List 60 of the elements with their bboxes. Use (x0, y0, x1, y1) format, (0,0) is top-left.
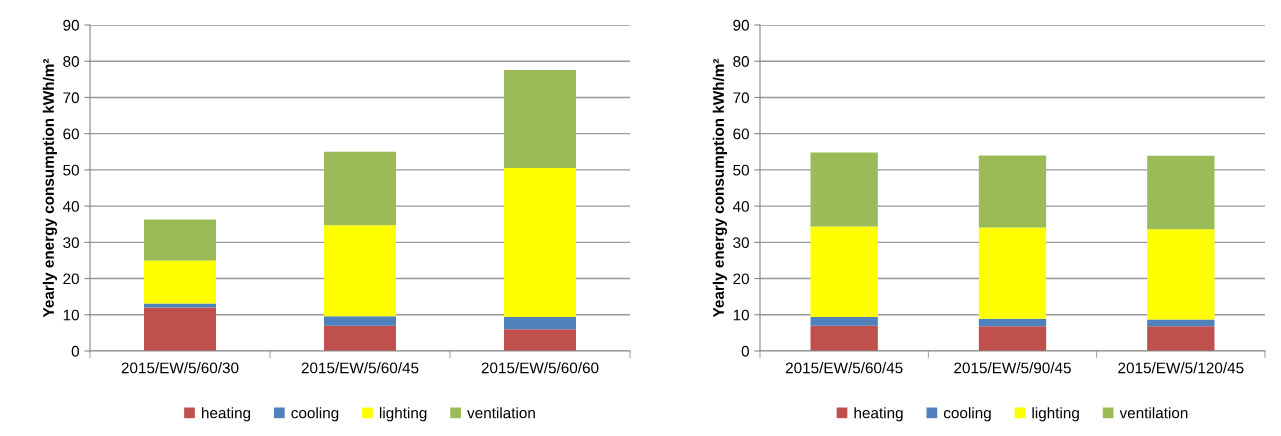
bar (504, 329, 576, 351)
legend-label: lighting (1032, 407, 1079, 422)
bar (810, 226, 878, 317)
bar (978, 318, 1047, 327)
y-tick-label: 10 (63, 309, 79, 321)
y-tick-label: 40 (62, 200, 79, 212)
bar (1147, 319, 1215, 327)
legend-label: ventilation (1119, 407, 1188, 419)
bar (504, 168, 576, 317)
legend-label: heating (202, 407, 251, 422)
bar (324, 225, 396, 317)
bar (324, 316, 396, 326)
y-tick-label: 50 (733, 164, 749, 176)
bar (1147, 155, 1215, 230)
bar (324, 325, 396, 351)
y-tick-label: 20 (63, 273, 79, 285)
legend-label: ventilation (467, 407, 535, 419)
x-tick-label: 2015/EW/5/60/45 (785, 362, 903, 374)
bar (144, 307, 216, 351)
bar (810, 316, 878, 326)
y-tick-label: 60 (733, 128, 749, 140)
bar (810, 152, 878, 227)
bar (144, 303, 216, 308)
y-tick-label: 90 (63, 19, 79, 31)
legend-label: cooling (943, 407, 991, 422)
y-tick-label: 40 (732, 200, 749, 212)
bar (810, 325, 878, 351)
bar (504, 69, 576, 169)
y-tick-label: 70 (733, 92, 749, 104)
bar (144, 260, 216, 304)
bar (504, 316, 576, 330)
bar (1147, 326, 1215, 351)
bar (978, 326, 1047, 351)
y-tick-label: 60 (63, 128, 79, 140)
bar (144, 219, 216, 261)
y-tick-label: 0 (741, 345, 749, 357)
x-tick-label: 2015/EW/5/60/45 (301, 362, 419, 374)
bar (978, 227, 1047, 319)
y-tick-label: 10 (733, 309, 749, 321)
y-tick-label: 80 (63, 56, 79, 67)
bar (1147, 229, 1215, 320)
legend-label: heating (854, 407, 903, 422)
y-tick-label: 20 (733, 273, 749, 285)
y-tick-label: 30 (63, 237, 79, 249)
y-tick-label: 80 (733, 56, 749, 67)
y-axis-title: Yearly energy consumption kWh/m² (42, 58, 58, 318)
bar (324, 151, 396, 226)
y-axis-title: Yearly energy consumption kWh/m² (712, 58, 728, 318)
x-tick-label: 2015/EW/5/60/60 (481, 362, 599, 374)
legend-label: lighting (379, 407, 427, 422)
x-tick-label: 2015/EW/5/120/45 (1118, 362, 1244, 374)
y-tick-label: 50 (63, 164, 79, 176)
x-tick-label: 2015/EW/5/90/45 (954, 362, 1071, 374)
y-tick-label: 90 (733, 19, 749, 31)
y-tick-label: 0 (71, 345, 79, 357)
legend-label: cooling (291, 407, 339, 422)
bar (978, 155, 1047, 228)
y-tick-label: 30 (733, 237, 749, 249)
x-tick-label: 2015/EW/5/60/30 (121, 362, 239, 374)
y-tick-label: 70 (63, 92, 79, 104)
